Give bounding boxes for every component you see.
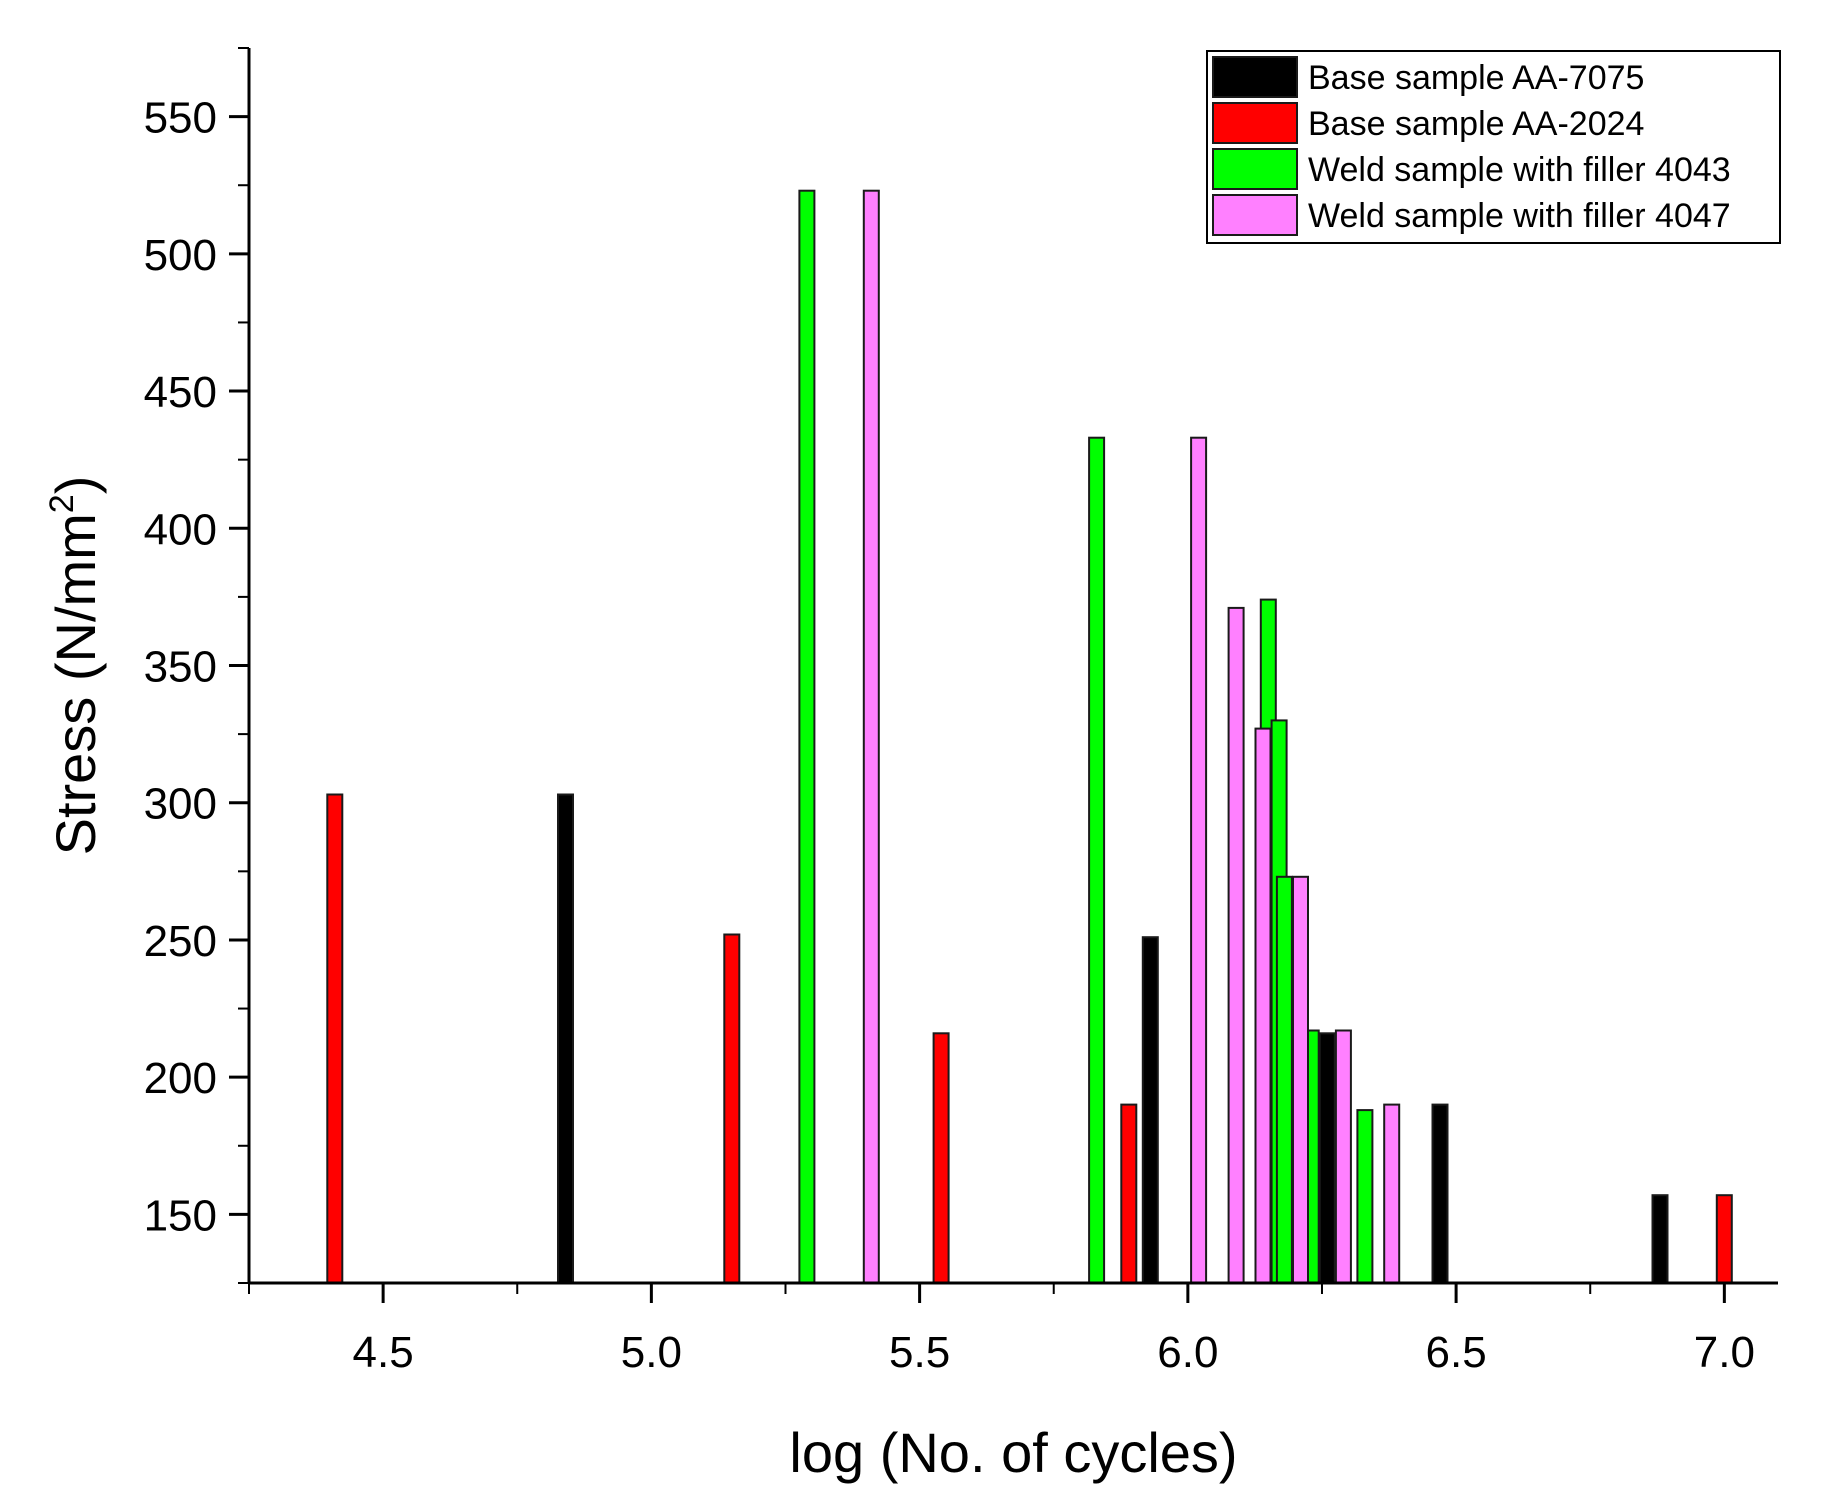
x-tick-label: 5.0	[621, 1328, 682, 1377]
bar-series-3-point-7	[1356, 1109, 1374, 1284]
legend-swatch-2	[1212, 102, 1298, 144]
bar-series-2-point-2	[723, 933, 741, 1284]
y-tick-label: 450	[144, 368, 217, 417]
x-tick-label: 6.5	[1426, 1328, 1487, 1377]
bar-series-4-point-4	[1254, 727, 1272, 1284]
legend-swatch-3	[1212, 148, 1298, 190]
legend-swatch-4	[1212, 194, 1298, 236]
y-axis-title: Stress (N/mm2)	[43, 476, 107, 856]
bar-series-1-point-1	[557, 793, 574, 1284]
y-tick-label: 400	[144, 505, 217, 554]
y-tick-label: 500	[144, 231, 217, 280]
legend: Base sample AA-7075 Base sample AA-2024 We…	[1206, 50, 1781, 244]
x-axis-title: log (No. of cycles)	[789, 1421, 1237, 1484]
bar-series-2-point-3	[932, 1032, 950, 1285]
x-tick-label: 6.0	[1157, 1328, 1218, 1377]
x-tick-label: 7.0	[1694, 1328, 1755, 1377]
y-axis-title-close: )	[44, 476, 107, 495]
y-tick-label: 550	[144, 94, 217, 143]
x-tick-label: 4.5	[353, 1328, 414, 1377]
y-tick-label: 250	[144, 917, 217, 966]
legend-label-1: Base sample AA-7075	[1308, 59, 1644, 97]
bar-series-1-point-5	[1651, 1194, 1669, 1284]
bar-series-3-point-1	[798, 189, 816, 1285]
x-tick-label: 5.5	[889, 1328, 950, 1377]
ticks-layer: 4.5 5.0 5.5 6.0 6.5 7.0 150 200 250 300 350 400 450 5…	[144, 47, 1755, 1377]
bars-layer	[326, 189, 1733, 1285]
bar-series-2-point-4	[1120, 1103, 1138, 1284]
legend-box	[1206, 50, 1781, 244]
legend-swatch-1	[1212, 56, 1298, 98]
bar-series-2-point-1	[326, 793, 344, 1284]
bar-series-4-point-2	[1190, 436, 1208, 1284]
bar-series-4-point-1	[862, 189, 880, 1285]
legend-label-3: Weld sample with filler 4043	[1308, 151, 1731, 189]
y-tick-label: 350	[144, 643, 217, 692]
y-tick-label: 200	[144, 1054, 217, 1103]
bar-series-2-point-5	[1715, 1194, 1733, 1284]
bar-series-1-point-2	[1141, 936, 1159, 1284]
bar-series-1-point-3	[1318, 1032, 1336, 1285]
y-tick-label: 300	[144, 780, 217, 829]
y-axis-title-main: Stress (N/mm	[44, 513, 107, 855]
y-tick-label: 150	[144, 1191, 217, 1240]
bar-series-4-point-3	[1227, 606, 1245, 1284]
legend-label-4: Weld sample with filler 4047	[1308, 197, 1731, 235]
legend-label-2: Base sample AA-2024	[1308, 105, 1644, 143]
bar-series-1-point-4	[1431, 1103, 1449, 1284]
bar-series-3-point-2	[1088, 436, 1106, 1284]
y-axis-title-superscript: 2	[43, 494, 81, 513]
bar-series-4-point-7	[1383, 1103, 1401, 1284]
bar-series-4-point-6	[1334, 1029, 1352, 1284]
bar-series-4-point-5	[1292, 875, 1309, 1284]
bar-series-3-point-5	[1275, 875, 1293, 1284]
